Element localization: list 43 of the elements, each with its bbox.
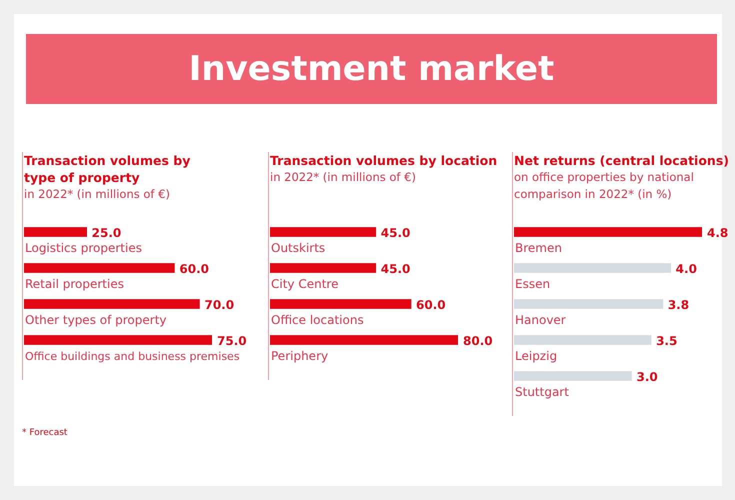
- chart-title: Transaction volumes by location: [270, 152, 498, 169]
- y-tick-label: Stuttgart: [515, 385, 570, 399]
- data-label: 4.0: [676, 262, 697, 276]
- y-tick-label: Outskirts: [271, 241, 326, 255]
- y-tick-label: Essen: [515, 277, 550, 291]
- data-label: 4.8: [707, 226, 728, 240]
- bar: [24, 335, 212, 345]
- y-tick-label: Office buildings and business premises: [25, 350, 240, 363]
- y-tick-label: Bremen: [515, 241, 562, 255]
- y-tick-label: Office locations: [271, 313, 364, 327]
- y-tick-label: Leipzig: [515, 349, 558, 363]
- data-label: 3.5: [656, 334, 678, 348]
- y-tick-label: Periphery: [271, 349, 328, 363]
- chart-subtitle: in 2022* (in millions of €): [270, 169, 417, 186]
- bar: [514, 299, 664, 309]
- data-label: 25.0: [92, 226, 122, 240]
- data-label: 60.0: [416, 298, 446, 312]
- bar: [24, 227, 87, 237]
- y-tick-label: Other types of property: [25, 313, 167, 327]
- y-tick-label: City Centre: [271, 277, 338, 291]
- data-label: 75.0: [217, 334, 247, 348]
- y-tick-label: Logistics properties: [25, 241, 142, 255]
- bar: [514, 263, 671, 273]
- bar: [24, 263, 175, 273]
- chart-subtitle: in 2022* (in millions of €): [24, 186, 171, 203]
- y-tick-label: Retail properties: [25, 277, 124, 291]
- data-label: 60.0: [179, 262, 210, 276]
- bar: [514, 227, 702, 237]
- chart-title: Net returns (central locations): [514, 152, 730, 169]
- text: Investment market: [188, 49, 554, 89]
- bar: [24, 299, 200, 309]
- data-label: 45.0: [380, 226, 410, 240]
- data-label: 70.0: [204, 298, 234, 312]
- data-label: 80.0: [463, 334, 493, 348]
- bar: [514, 335, 652, 345]
- text: * Forecast: [22, 428, 68, 438]
- bar: [514, 371, 632, 381]
- chart-subtitle: on office properties by national comparison in 2022* (in %): [514, 169, 695, 203]
- data-label: 3.0: [636, 370, 658, 384]
- data-label: 45.0: [380, 262, 410, 276]
- data-label: 3.8: [668, 298, 690, 312]
- y-tick-label: Hanover: [515, 313, 566, 327]
- chart-title: Transaction volumes by type of property: [24, 152, 192, 186]
